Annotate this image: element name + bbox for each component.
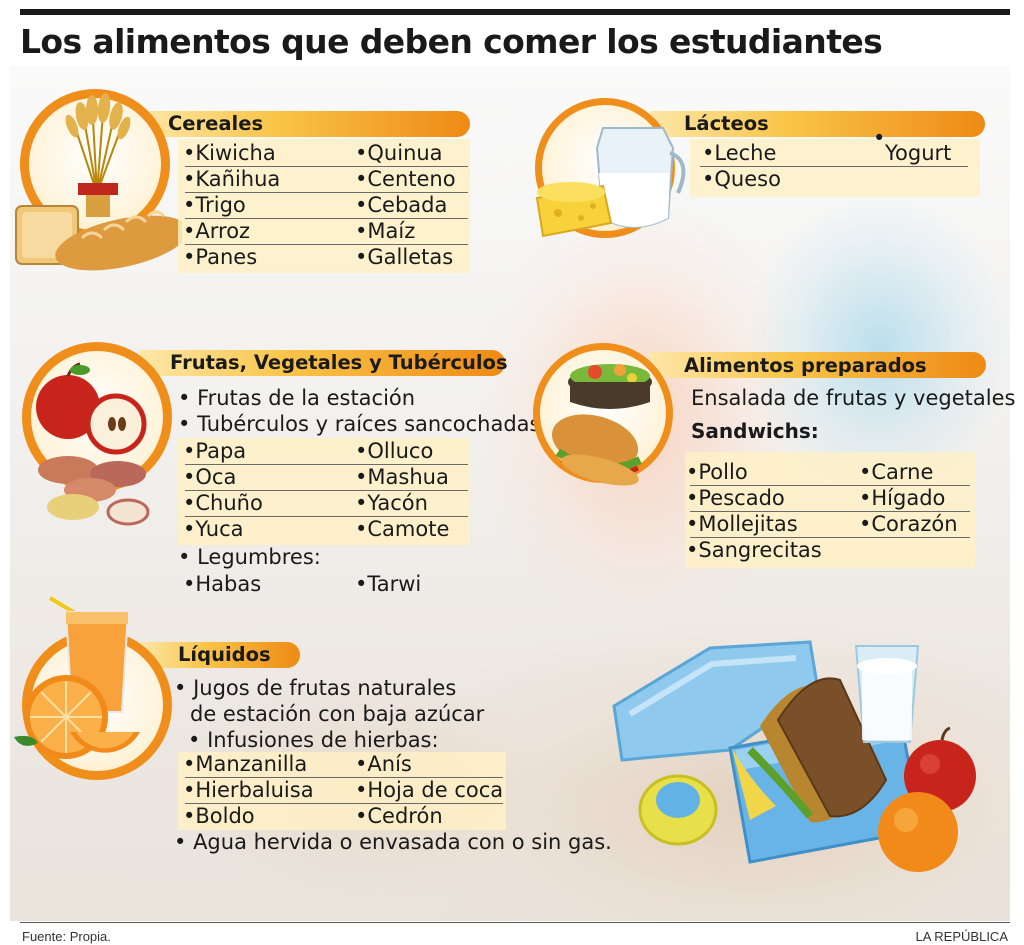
salad-sandwich-icon	[551, 364, 652, 486]
frutas-item: •Tarwi	[355, 572, 422, 596]
apple-potato-icon	[36, 362, 150, 526]
frutas-item: •Habas	[183, 572, 262, 596]
lacteos-item: •	[873, 126, 886, 150]
frutas-line: • Frutas de la estación	[178, 386, 416, 410]
cereales-item: •Arroz	[183, 219, 251, 243]
cereales-label-bar	[140, 111, 470, 137]
liquidos-line: de estación con baja azúcar	[190, 702, 485, 726]
frutas-item: •Yacón	[355, 491, 428, 515]
liquidos-item: •Anís	[355, 752, 412, 776]
preparados-item: •Hígado	[859, 486, 946, 510]
frutas-line: • Tubérculos y raíces sancochadas:	[178, 412, 548, 436]
lunchbox-illustration	[612, 640, 976, 872]
liquidos-line: • Infusiones de hierbas:	[188, 728, 439, 752]
publisher-brand: LA REPÚBLICA	[915, 929, 1009, 944]
liquidos-title: Líquidos	[178, 643, 271, 666]
preparados-item: •Corazón	[859, 512, 958, 536]
lacteos-item: Yogurt	[885, 141, 952, 165]
frutas-item: •Papa	[183, 439, 247, 463]
top-rule	[20, 9, 1010, 15]
frutas-item: •Chuño	[183, 491, 263, 515]
cereales-item: •Quinua	[355, 141, 443, 165]
sandwich-label: Sandwichs:	[691, 419, 819, 443]
lacteos-item: •Queso	[702, 167, 781, 191]
preparados-item: •Pescado	[686, 486, 785, 510]
cereales-item: •Cebada	[355, 193, 448, 217]
cereales-item: •Kiwicha	[183, 141, 276, 165]
frutas-table	[178, 438, 470, 545]
frutas-item: •Mashua	[355, 465, 449, 489]
milk-cheese-icon	[535, 127, 686, 238]
preparados-line: Ensalada de frutas y vegetales	[691, 386, 1016, 410]
source-credit: Fuente: Propia.	[22, 929, 111, 944]
cereales-item: •Kañihua	[183, 167, 281, 191]
frutas-item: •Oca	[183, 465, 237, 489]
preparados-label-bar	[650, 352, 986, 378]
preparados-item: •Pollo	[686, 460, 748, 484]
wheat-bread-icon	[15, 93, 182, 271]
liquidos-item: •Cedrón	[355, 804, 443, 828]
cereales-item: •Galletas	[355, 245, 454, 269]
preparados-table	[685, 452, 975, 568]
footer-rule	[20, 922, 1010, 923]
liquidos-item: •Manzanilla	[183, 752, 308, 776]
liquidos-item: •Boldo	[183, 804, 255, 828]
liquidos-table	[178, 752, 506, 830]
lacteos-table	[690, 139, 980, 197]
lacteos-label-bar	[650, 111, 985, 137]
liquidos-line: • Jugos de frutas naturales	[174, 676, 457, 700]
page-title: Los alimentos que deben comer los estudi…	[20, 22, 883, 61]
frutas-label-bar	[140, 350, 505, 376]
preparados-item: •Sangrecitas	[686, 538, 822, 562]
frutas-item: •Yuca	[183, 517, 244, 541]
cereales-table	[178, 139, 470, 273]
liquidos-line: • Agua hervida o envasada con o sin gas.	[174, 830, 612, 854]
liquidos-item: •Hierbaluisa	[183, 778, 314, 802]
preparados-title: Alimentos preparados	[684, 354, 927, 377]
preparados-item: •Mollejitas	[686, 512, 798, 536]
cereales-item: •Centeno	[355, 167, 456, 191]
frutas-line: • Legumbres:	[178, 545, 321, 569]
liquidos-label-bar	[140, 642, 300, 668]
lacteos-item: •Leche	[702, 141, 777, 165]
cereales-item: •Panes	[183, 245, 258, 269]
frutas-item: •Olluco	[355, 439, 434, 463]
frutas-item: •Camote	[355, 517, 450, 541]
preparados-item: •Carne	[859, 460, 934, 484]
liquidos-item: •Hoja de coca	[355, 778, 504, 802]
orange-juice-icon	[14, 596, 140, 759]
cereales-item: •Maíz	[355, 219, 416, 243]
frutas-title: Frutas, Vegetales y Tubérculos	[170, 351, 508, 374]
cereales-item: •Trigo	[183, 193, 246, 217]
lacteos-title: Lácteos	[684, 112, 769, 135]
cereales-title: Cereales	[168, 112, 264, 135]
